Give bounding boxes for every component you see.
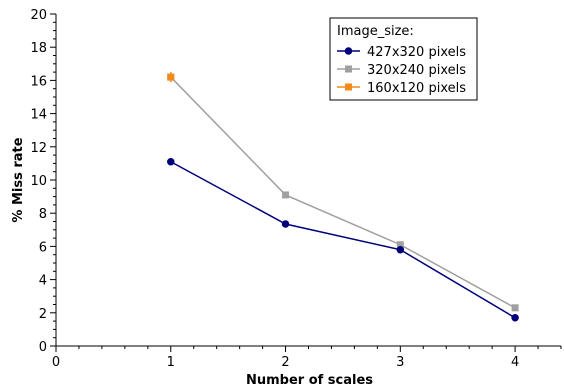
data-point — [396, 241, 404, 249]
data-point — [344, 47, 353, 55]
x-tick-label: 3 — [396, 355, 404, 370]
y-tick-label: 10 — [30, 174, 47, 189]
legend-title: Image_size: — [337, 24, 414, 39]
y-tick-label: 20 — [30, 8, 47, 23]
legend-item: 427x320 pixels — [337, 45, 466, 60]
series-427x320-pixels — [167, 157, 519, 322]
y-tick-label: 14 — [30, 108, 47, 123]
y-tick-label: 2 — [39, 307, 47, 322]
data-point — [345, 65, 352, 73]
x-tick-label: 4 — [511, 355, 519, 370]
y-axis-title: % Miss rate — [11, 137, 26, 222]
series-layer — [167, 72, 519, 322]
data-point — [345, 83, 352, 91]
legend-item: 320x240 pixels — [337, 63, 466, 78]
y-tick-label: 0 — [39, 340, 47, 355]
legend-label: 160x120 pixels — [367, 81, 466, 96]
data-point — [396, 245, 405, 254]
x-axis-title: Number of scales — [246, 373, 373, 387]
y-tick-label: 4 — [39, 274, 47, 289]
x-tick-label: 2 — [281, 355, 289, 370]
y-tick-label: 12 — [30, 141, 47, 156]
y-tick-label: 16 — [30, 74, 47, 89]
y-ticks: 0 2 4 6 8 10 12 14 16 18 20 — [30, 8, 56, 355]
y-tick-label: 18 — [30, 41, 47, 56]
series-320x240-pixels — [167, 73, 519, 312]
legend-items: 427x320 pixels 320x240 pixels 160x120 pixe… — [337, 45, 466, 96]
x-ticks: 0 1 2 3 4 — [52, 346, 562, 370]
y-tick-label: 6 — [39, 240, 47, 255]
axes — [55, 14, 561, 347]
y-tick-label: 8 — [39, 207, 47, 222]
data-point — [511, 304, 519, 312]
data-point — [167, 73, 175, 81]
legend-label: 320x240 pixels — [367, 63, 466, 78]
series-160x120-pixels — [167, 72, 175, 83]
data-point — [281, 220, 290, 228]
series-line — [170, 161, 516, 319]
legend-item: 160x120 pixels — [337, 81, 466, 96]
x-tick-label: 0 — [52, 355, 60, 370]
legend: Image_size: 427x320 pixels 320x240 pixels… — [329, 17, 478, 101]
series-line — [170, 76, 516, 309]
data-point — [282, 191, 290, 199]
legend-label: 427x320 pixels — [367, 45, 466, 60]
data-point — [167, 157, 175, 166]
x-tick-label: 1 — [167, 355, 175, 370]
data-point — [511, 314, 519, 322]
